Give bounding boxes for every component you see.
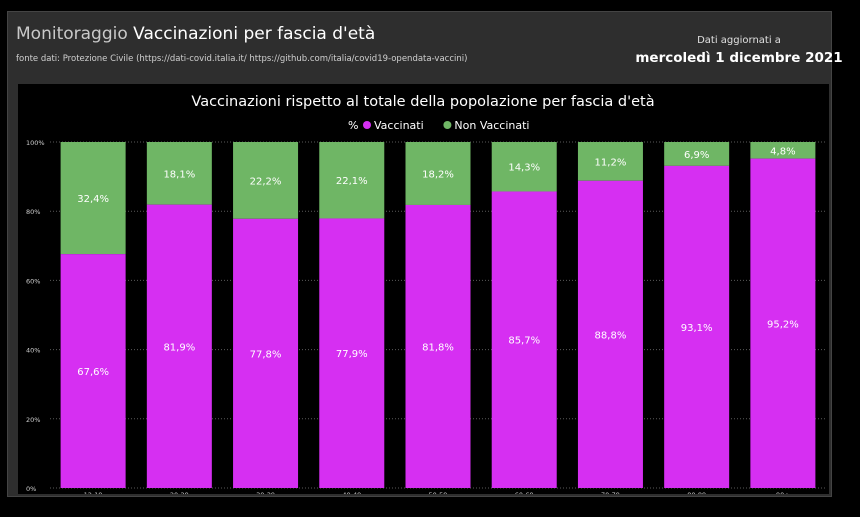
bar-non-vaccinati <box>233 142 299 219</box>
data-label-non-vaccinati: 22,1% <box>336 176 368 187</box>
stacked-bar-chart: Vaccinazioni rispetto al totale della po… <box>26 94 826 494</box>
top-strip <box>0 0 860 10</box>
x-tick-label: 80-89 <box>687 491 706 494</box>
data-label-vaccinati: 85,7% <box>508 336 540 347</box>
updated-date: mercoledì 1 dicembre 2021 <box>635 50 843 66</box>
bar-vaccinati <box>146 204 212 488</box>
legend-marker-vaccinati <box>363 121 371 129</box>
chart-title: Vaccinazioni rispetto al totale della po… <box>191 94 654 110</box>
data-label-non-vaccinati: 32,4% <box>77 194 109 205</box>
bottom-strip <box>0 497 860 517</box>
data-label-vaccinati: 88,8% <box>595 330 627 341</box>
bar-vaccinati <box>233 218 299 488</box>
bar-non-vaccinati <box>664 142 730 166</box>
y-tick-label: 60% <box>26 277 40 285</box>
bar-vaccinati <box>750 158 816 488</box>
data-label-non-vaccinati: 22,2% <box>250 176 282 187</box>
legend-entry-non_vaccinati: Non Vaccinati <box>454 119 529 132</box>
x-tick-label: 70-79 <box>601 491 620 494</box>
data-label-non-vaccinati: 11,2% <box>595 157 627 168</box>
data-label-vaccinati: 95,2% <box>767 319 799 330</box>
updated-label: Dati aggiornati a <box>697 35 781 46</box>
y-tick-label: 20% <box>26 416 40 424</box>
bar-vaccinati <box>577 180 643 488</box>
data-label-vaccinati: 93,1% <box>681 323 713 334</box>
x-tick-label: 40-49 <box>342 491 361 494</box>
title-main: Vaccinazioni per fascia d'età <box>133 24 376 44</box>
y-tick-label: 100% <box>26 139 45 147</box>
data-label-vaccinati: 81,8% <box>422 342 454 353</box>
chart-panel: Vaccinazioni rispetto al totale della po… <box>18 84 829 494</box>
legend-entry-vaccinati: Vaccinati <box>374 119 424 132</box>
title-prefix: Monitoraggio <box>16 24 128 44</box>
y-tick-label: 80% <box>26 208 40 216</box>
bar-non-vaccinati <box>750 142 816 159</box>
page-title: Monitoraggio Vaccinazioni per fascia d'e… <box>16 24 375 44</box>
bar-non-vaccinati <box>146 142 212 205</box>
bar-vaccinati <box>60 254 126 488</box>
x-tick-label: 90+ <box>776 491 790 494</box>
data-source: fonte dati: Protezione Civile (https://d… <box>16 54 468 64</box>
y-tick-label: 40% <box>26 347 40 355</box>
data-label-non-vaccinati: 18,1% <box>163 169 195 180</box>
legend-label: % <box>348 119 358 132</box>
bar-non-vaccinati <box>491 142 557 192</box>
y-tick-label: 0% <box>26 485 36 493</box>
x-tick-label: 30-39 <box>256 491 275 494</box>
data-label-vaccinati: 81,9% <box>163 342 195 353</box>
data-label-vaccinati: 77,9% <box>336 349 368 360</box>
data-label-vaccinati: 67,6% <box>77 367 109 378</box>
bar-vaccinati <box>319 218 385 488</box>
bar-non-vaccinati <box>60 142 126 255</box>
data-label-vaccinati: 77,8% <box>250 349 282 360</box>
data-label-non-vaccinati: 6,9% <box>684 150 709 161</box>
x-tick-label: 20-29 <box>170 491 189 494</box>
bar-vaccinati <box>405 204 471 489</box>
legend-marker-non_vaccinati <box>443 121 452 129</box>
bar-non-vaccinati <box>405 142 471 205</box>
data-label-non-vaccinati: 4,8% <box>770 146 795 157</box>
data-label-non-vaccinati: 14,3% <box>508 163 540 174</box>
x-tick-label: 12-19 <box>84 491 103 494</box>
dashboard-frame: Monitoraggio Vaccinazioni per fascia d'e… <box>7 11 843 497</box>
x-tick-label: 50-59 <box>429 491 448 494</box>
x-tick-label: 60-69 <box>515 491 534 494</box>
bar-non-vaccinati <box>319 142 385 219</box>
bar-non-vaccinati <box>577 142 643 181</box>
bar-vaccinati <box>491 191 557 488</box>
data-label-non-vaccinati: 18,2% <box>422 169 454 180</box>
bar-vaccinati <box>664 165 730 488</box>
